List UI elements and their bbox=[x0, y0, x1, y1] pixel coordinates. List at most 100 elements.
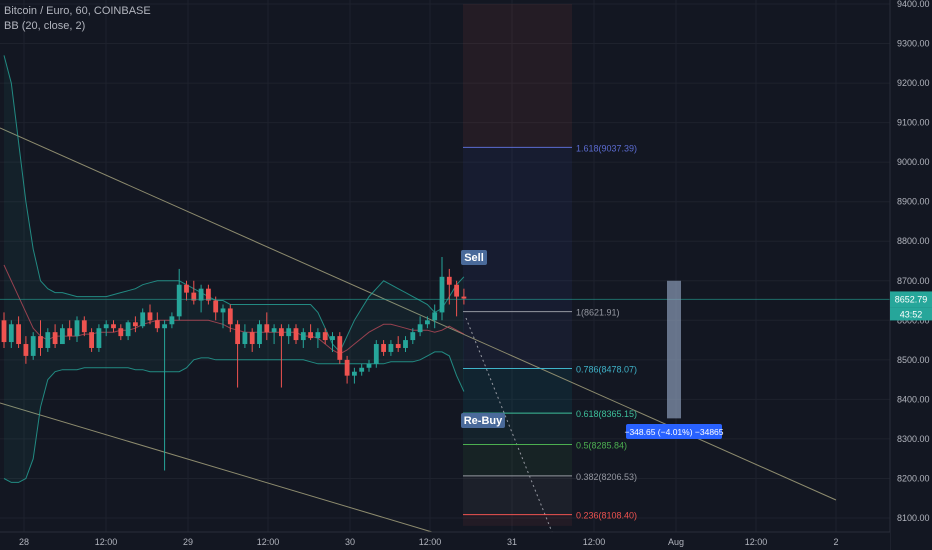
candle-body[interactable] bbox=[191, 292, 197, 301]
measure-range-bar bbox=[667, 280, 681, 419]
candle-body[interactable] bbox=[198, 288, 204, 301]
fib-level-label: 0.786(8478.07) bbox=[576, 365, 637, 375]
time-axis-bg bbox=[0, 532, 890, 550]
time-tick-label: 12:00 bbox=[745, 537, 768, 547]
candle-body[interactable] bbox=[1, 320, 7, 343]
candle-body[interactable] bbox=[242, 332, 248, 345]
candle-body[interactable] bbox=[111, 324, 116, 329]
candle-body[interactable] bbox=[60, 328, 65, 345]
fib-level-label: 1.618(9037.39) bbox=[576, 143, 637, 153]
bb-upper-band bbox=[3, 55, 465, 353]
candle-body[interactable] bbox=[8, 324, 14, 343]
candle-body[interactable] bbox=[271, 328, 277, 333]
candle-body[interactable] bbox=[133, 322, 138, 327]
candle-body[interactable] bbox=[38, 336, 43, 348]
candle-body[interactable] bbox=[446, 276, 452, 285]
candle-body[interactable] bbox=[322, 332, 328, 341]
candle-body[interactable] bbox=[395, 344, 401, 348]
overlays: −348.65 (−4.01%) −34865 Sell Re-Buy bbox=[0, 250, 890, 439]
candle-body[interactable] bbox=[52, 332, 58, 345]
measure-label-bg bbox=[626, 424, 722, 439]
candle-body[interactable] bbox=[315, 332, 321, 339]
candle-body[interactable] bbox=[89, 332, 94, 348]
candle-body[interactable] bbox=[337, 336, 343, 360]
candle-body[interactable] bbox=[308, 332, 313, 339]
time-axis[interactable]: 28 12:00 29 12:00 30 12:00 31 12:00 Aug 12:00 2 bbox=[0, 531, 890, 550]
candle-body[interactable] bbox=[154, 320, 160, 329]
fib-zone bbox=[463, 311, 572, 369]
candle-body[interactable] bbox=[169, 316, 175, 325]
rebuy-label-bg bbox=[461, 413, 505, 428]
candle-body[interactable] bbox=[381, 344, 386, 352]
candle-body[interactable] bbox=[330, 336, 335, 341]
candle-body[interactable] bbox=[147, 312, 153, 321]
last-price-badge bbox=[890, 291, 932, 308]
projection-path bbox=[465, 317, 553, 533]
candle-body[interactable] bbox=[359, 367, 365, 372]
fib-level-label: 0.618(8365.15) bbox=[576, 409, 637, 419]
candle-body[interactable] bbox=[264, 324, 270, 333]
candle-body[interactable] bbox=[235, 324, 240, 345]
candle-body[interactable] bbox=[352, 371, 357, 376]
candle-body[interactable] bbox=[74, 320, 80, 337]
candle-body[interactable] bbox=[162, 324, 167, 329]
candle-body[interactable] bbox=[432, 312, 438, 321]
candle-body[interactable] bbox=[67, 328, 73, 337]
time-tick-label: 31 bbox=[507, 537, 517, 547]
candle-body[interactable] bbox=[257, 324, 262, 345]
candle-body[interactable] bbox=[403, 340, 408, 348]
candle-body[interactable] bbox=[425, 320, 430, 325]
fib-lines[interactable]: 1.618(9037.39) 1(8621.91) 0.786(8478.07) 0.… bbox=[463, 143, 637, 521]
candle-body[interactable] bbox=[16, 324, 21, 345]
candle-body[interactable] bbox=[206, 288, 211, 301]
candle-body[interactable] bbox=[366, 363, 372, 368]
candle-body[interactable] bbox=[373, 344, 379, 364]
price-axis[interactable]: 9400.00 9300.00 9200.00 9100.00 9000.00 8900.… bbox=[889, 0, 932, 550]
candle-body[interactable] bbox=[249, 332, 255, 345]
price-tick-label: 8900.00 bbox=[897, 197, 930, 207]
candle-body[interactable] bbox=[176, 284, 182, 317]
candle-body[interactable] bbox=[23, 344, 29, 356]
candle-body[interactable] bbox=[30, 336, 36, 356]
candle-body[interactable] bbox=[227, 308, 233, 325]
candle-body[interactable] bbox=[410, 332, 416, 341]
candle-body[interactable] bbox=[461, 296, 467, 299]
fib-zone bbox=[463, 444, 572, 476]
price-tick-label: 8100.00 bbox=[897, 513, 930, 523]
fib-zones bbox=[463, 4, 572, 526]
bar-countdown: 43:52 bbox=[900, 309, 923, 319]
candle-body[interactable] bbox=[125, 322, 131, 337]
candle-body[interactable] bbox=[45, 332, 51, 348]
candle-body[interactable] bbox=[118, 328, 124, 337]
candle-body[interactable] bbox=[439, 276, 445, 313]
candle-body[interactable] bbox=[213, 300, 219, 313]
price-tick-label: 9300.00 bbox=[897, 39, 930, 49]
fib-level-label: 0.5(8285.84) bbox=[576, 441, 627, 451]
time-tick-label: 12:00 bbox=[419, 537, 442, 547]
candle-body[interactable] bbox=[388, 344, 394, 352]
descending-trendline-lower bbox=[0, 402, 433, 533]
time-tick-label: 28 bbox=[19, 537, 29, 547]
sell-label-bg bbox=[461, 250, 487, 265]
candle-body[interactable] bbox=[140, 312, 146, 327]
candle-body[interactable] bbox=[300, 332, 306, 341]
candle-body[interactable] bbox=[293, 328, 299, 341]
candle-body[interactable] bbox=[417, 324, 423, 333]
time-tick-label: 2 bbox=[833, 537, 838, 547]
candle-body[interactable] bbox=[96, 328, 102, 348]
fib-zone bbox=[463, 4, 572, 148]
measure-label: −348.65 (−4.01%) −34865 bbox=[624, 427, 723, 437]
candles[interactable] bbox=[1, 257, 467, 471]
candle-body[interactable] bbox=[220, 308, 226, 313]
candle-body[interactable] bbox=[286, 328, 292, 337]
candle-body[interactable] bbox=[454, 284, 459, 297]
candle-body[interactable] bbox=[103, 324, 109, 329]
candle-body[interactable] bbox=[279, 328, 284, 337]
price-tick-label: 9100.00 bbox=[897, 118, 930, 128]
time-tick-label: Aug bbox=[668, 537, 684, 547]
candle-body[interactable] bbox=[81, 320, 87, 333]
candle-body[interactable] bbox=[344, 359, 350, 376]
price-tick-label: 8500.00 bbox=[897, 355, 930, 365]
candle-body[interactable] bbox=[184, 284, 189, 293]
